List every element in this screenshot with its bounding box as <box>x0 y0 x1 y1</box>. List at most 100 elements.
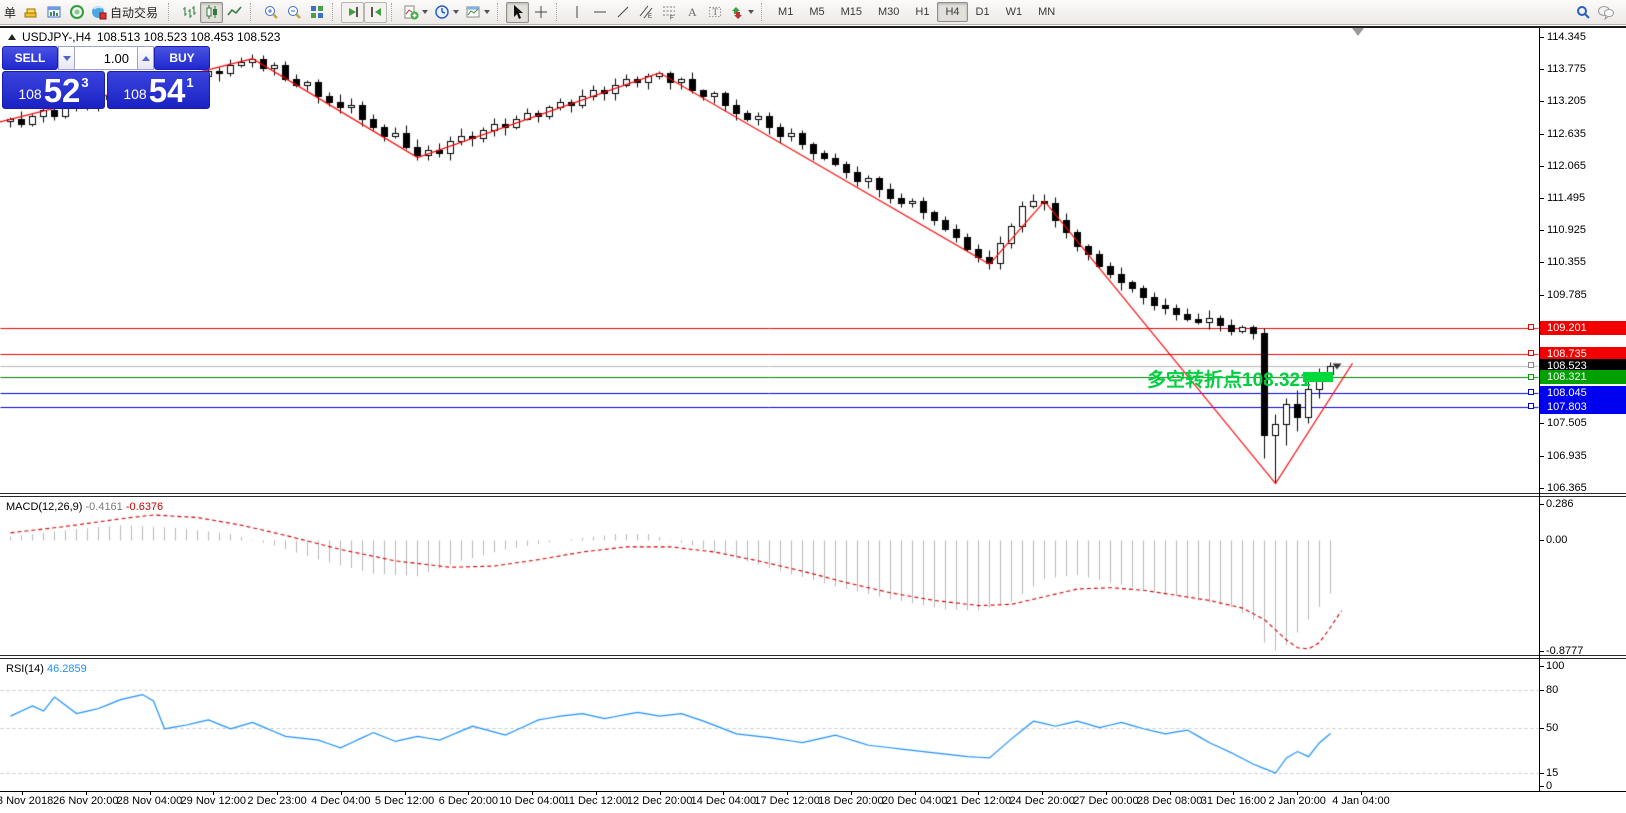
templates-icon[interactable] <box>462 2 493 23</box>
text-icon[interactable]: A <box>680 2 703 23</box>
rsi-panel-canvas[interactable] <box>0 659 1539 791</box>
sell-price-pips: 3 <box>81 75 89 90</box>
line-endpoint-handle[interactable] <box>1528 403 1534 410</box>
new-chart-icon[interactable] <box>42 2 65 23</box>
time-axis-label: 28 Dec 08:00 <box>1136 795 1203 807</box>
sell-price-prefix: 108 <box>18 86 42 102</box>
equidistant-channel-icon[interactable]: E <box>634 2 657 23</box>
line-endpoint-handle[interactable] <box>1528 389 1534 396</box>
annotation-text[interactable]: 多空转折点108.321 <box>1147 370 1311 391</box>
chat-icon[interactable] <box>1594 2 1618 23</box>
time-tick-mark <box>915 791 916 795</box>
rsi-scale-tick-label: 0 <box>1546 780 1553 792</box>
toolbar-separator <box>391 3 397 21</box>
new-order-button[interactable]: 单 <box>4 5 17 20</box>
timeframe-D1[interactable]: D1 <box>975 6 990 18</box>
crosshair-icon[interactable] <box>529 2 552 23</box>
volume-increase-button[interactable] <box>137 46 154 70</box>
vertical-line-icon[interactable] <box>565 2 588 23</box>
time-tick-mark <box>150 791 151 795</box>
line-endpoint-handle[interactable] <box>1528 362 1534 369</box>
price-tick-label: 110.925 <box>1547 224 1586 237</box>
buy-price-prefix: 108 <box>123 86 147 102</box>
one-click-trading-panel: SELL 1.00 BUY 108 52 3 108 54 1 <box>2 46 210 109</box>
arrows-icon[interactable] <box>726 2 757 23</box>
fibonacci-icon[interactable]: F <box>657 2 680 23</box>
rsi-scale-tick-mark <box>1539 728 1544 729</box>
timeframe-M30[interactable]: M30 <box>878 6 900 18</box>
candlestick-chart-icon[interactable] <box>200 1 224 23</box>
timeframe-MN[interactable]: MN <box>1038 6 1056 18</box>
line-endpoint-handle[interactable] <box>1528 350 1534 357</box>
macd-scale-tick-mark <box>1539 504 1544 505</box>
annotation-highlight-bar[interactable] <box>1303 372 1333 382</box>
rsi-name: RSI(14) <box>6 663 44 675</box>
buy-button[interactable]: BUY <box>154 46 210 70</box>
zoom-out-icon[interactable] <box>282 2 305 23</box>
price-tick-mark <box>1539 198 1544 199</box>
price-tick-mark <box>1539 101 1544 102</box>
timeframe-M5[interactable]: M5 <box>809 6 825 18</box>
tile-windows-icon[interactable] <box>305 2 328 23</box>
buy-price-panel[interactable]: 108 54 1 <box>107 71 210 109</box>
timeframe-H4[interactable]: H4 <box>937 2 968 22</box>
toolbar-separator <box>332 3 338 21</box>
collapse-panel-icon[interactable] <box>8 34 16 40</box>
price-tick-label: 110.355 <box>1547 256 1586 269</box>
price-tick-mark <box>1539 456 1544 457</box>
panel-separator[interactable] <box>0 658 1626 659</box>
price-tick-mark <box>1539 230 1544 231</box>
market-watch-icon[interactable] <box>65 2 88 23</box>
panel-separator[interactable] <box>0 496 1626 497</box>
line-endpoint-handle[interactable] <box>1528 324 1534 331</box>
horizontal-line-icon[interactable] <box>588 2 611 23</box>
macd-name: MACD(12,26,9) <box>6 501 83 513</box>
text-label-icon[interactable]: T <box>703 2 726 23</box>
autotrading-button[interactable]: 自动交易 <box>88 2 164 23</box>
line-endpoint-handle[interactable] <box>1528 373 1534 380</box>
timeframe-W1[interactable]: W1 <box>1005 6 1023 18</box>
price-scale-border <box>1539 28 1540 791</box>
sell-price-big: 52 <box>43 72 81 109</box>
trendline-icon[interactable] <box>611 2 634 23</box>
time-tick-mark <box>1233 791 1234 795</box>
timeframe-M1[interactable]: M1 <box>778 6 794 18</box>
volume-input[interactable]: 1.00 <box>75 46 137 70</box>
sell-price-panel[interactable]: 108 52 3 <box>2 71 105 109</box>
zoom-in-icon[interactable] <box>259 2 282 23</box>
time-tick-mark <box>660 791 661 795</box>
timeframe-M15[interactable]: M15 <box>840 6 862 18</box>
time-axis-label: 11 Dec 12:00 <box>563 795 629 807</box>
time-axis-label: 28 Nov 04:00 <box>116 795 183 807</box>
cursor-icon[interactable] <box>506 1 530 23</box>
panel-separator[interactable] <box>0 655 1626 656</box>
main-chart-canvas[interactable] <box>0 26 1539 493</box>
macd-main-value: -0.4161 <box>85 501 123 513</box>
new-order-icon[interactable] <box>19 2 42 23</box>
time-tick-mark <box>1042 791 1043 795</box>
sell-button[interactable]: SELL <box>2 46 58 70</box>
auto-scroll-icon[interactable] <box>341 1 365 23</box>
price-tick-mark <box>1539 37 1544 38</box>
macd-scale-tick-label: -0.8777 <box>1546 645 1584 657</box>
panel-separator[interactable] <box>0 493 1626 494</box>
line-chart-icon[interactable] <box>223 2 246 23</box>
svg-text:E: E <box>648 14 652 20</box>
chart-shift-marker[interactable] <box>1352 28 1364 36</box>
time-tick-mark <box>86 791 87 795</box>
periods-icon[interactable] <box>431 2 462 23</box>
bar-chart-icon[interactable] <box>177 2 200 23</box>
timeframe-H1[interactable]: H1 <box>915 6 930 18</box>
volume-decrease-button[interactable] <box>58 46 75 70</box>
rsi-scale-tick-label: 50 <box>1546 722 1559 735</box>
search-icon[interactable] <box>1571 2 1594 23</box>
macd-panel-canvas[interactable] <box>0 497 1539 655</box>
chevron-down-icon <box>62 55 71 61</box>
price-line-badge: 109.201 <box>1540 320 1626 335</box>
chart-shift-icon[interactable] <box>364 1 388 23</box>
price-tick-mark <box>1539 488 1544 489</box>
indicators-icon[interactable] <box>400 2 431 23</box>
toolbar-separator <box>250 3 256 21</box>
time-tick-mark <box>405 791 406 795</box>
time-tick-mark <box>978 791 979 795</box>
